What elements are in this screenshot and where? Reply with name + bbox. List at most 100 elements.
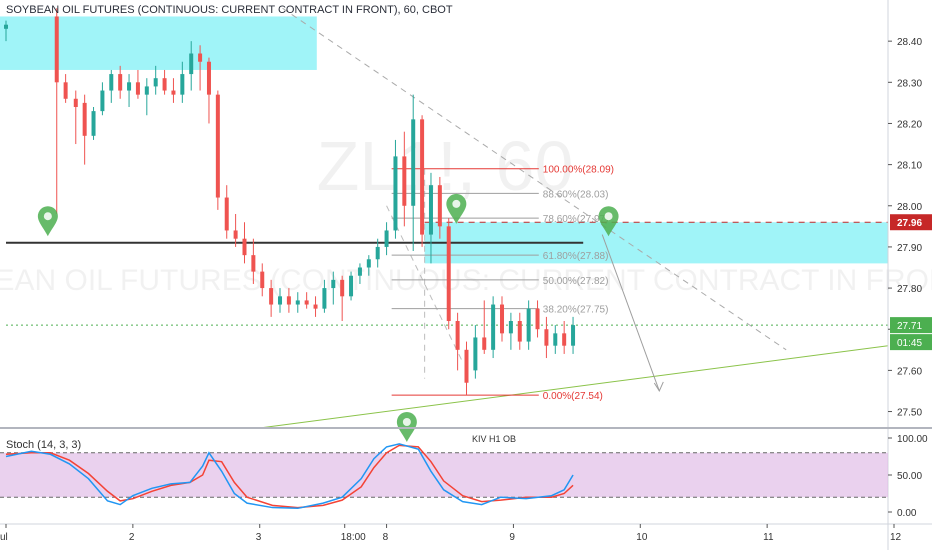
price-tick-label-2: 28.20 [897, 119, 922, 130]
candle-body-33 [340, 279, 345, 297]
stoch-annotation: KIV H1 OB [472, 434, 516, 444]
watermark-symbol: ZL1!, 60 [317, 127, 574, 205]
countdown-label: 01:45 [897, 338, 922, 349]
candle-body-18 [206, 61, 211, 95]
candle-body-17 [198, 53, 203, 62]
candle-body-54 [526, 308, 531, 342]
price-tick-label-1: 28.30 [897, 78, 922, 89]
candle-body-7 [109, 74, 114, 91]
candle-body-59 [571, 325, 576, 346]
time-label-5: 9 [509, 532, 515, 543]
candle-body-6 [100, 90, 105, 112]
fib-label-0: 100.00%(28.09) [543, 165, 614, 176]
candle-body-50 [491, 304, 496, 350]
candle-body-27 [286, 296, 291, 305]
time-label-3: 18:00 [341, 532, 366, 543]
candle-body-38 [384, 230, 389, 247]
candle-body-22 [242, 238, 247, 256]
candle-body-25 [269, 288, 274, 305]
candle-body-44 [437, 185, 442, 227]
forecast-arrow [601, 234, 660, 392]
candle-body-10 [135, 82, 140, 95]
candle-body-39 [393, 156, 398, 231]
candle-body-2 [63, 82, 68, 99]
marker-pin-dot-2 [604, 212, 613, 221]
candle-body-48 [473, 337, 478, 371]
candle-body-31 [322, 288, 327, 309]
candle-body-46 [455, 321, 460, 350]
candle-body-19 [215, 94, 220, 198]
candle-body-53 [517, 321, 522, 342]
price-tick-label-3: 28.10 [897, 161, 922, 172]
countdown-label-bg [890, 334, 932, 351]
candle-body-13 [162, 78, 167, 91]
marker-pin-1 [446, 193, 467, 224]
candle-body-11 [144, 86, 149, 95]
candle-body-30 [313, 304, 318, 309]
candle-body-32 [331, 279, 336, 289]
candle-body-56 [544, 329, 549, 346]
descending-trendline [282, 7, 787, 351]
candle-body-26 [278, 296, 283, 305]
stoch-tick-label-2: 0.00 [897, 508, 917, 519]
candle-body-29 [304, 300, 309, 305]
candle-body-35 [357, 267, 362, 276]
candle-body-42 [420, 119, 425, 235]
candle-body-5 [91, 111, 96, 136]
price-tick-label-5: 27.90 [897, 243, 922, 254]
candle-body-0 [4, 24, 8, 29]
candle-body-12 [153, 78, 158, 87]
price-tick-label-0: 28.40 [897, 37, 922, 48]
candle-body-23 [251, 255, 256, 272]
stoch-tick-label-1: 50.00 [897, 471, 922, 482]
level-price-label: 27.96 [897, 218, 922, 229]
fib-label-4: 50.00%(27.82) [543, 276, 609, 287]
candle-body-37 [375, 246, 380, 260]
marker-pin-dot-0 [43, 212, 52, 221]
candle-body-4 [82, 102, 87, 136]
candle-body-8 [118, 74, 123, 91]
candle-body-52 [508, 321, 513, 334]
last-price-label: 27.71 [897, 321, 922, 332]
marker-pin-0 [37, 206, 58, 237]
candle-body-45 [446, 226, 451, 321]
time-label-1: 2 [129, 532, 135, 543]
ascending-trendline [259, 345, 889, 429]
fib-label-2: 78.60%(27.97) [543, 214, 609, 225]
fib-label-3: 61.80%(27.88) [543, 251, 609, 262]
time-label-8: 12 [890, 532, 902, 543]
candle-body-40 [402, 156, 407, 206]
candle-body-34 [349, 275, 354, 297]
chart-title: SOYBEAN OIL FUTURES (CONTINUOUS: CURRENT… [6, 4, 453, 16]
candle-body-51 [500, 304, 505, 334]
candle-body-1 [54, 16, 59, 83]
candle-body-21 [233, 230, 238, 239]
stoch-tick-label-0: 100.00 [897, 434, 928, 445]
price-tick-label-9: 27.50 [897, 408, 922, 419]
time-label-6: 10 [636, 532, 648, 543]
fib-label-5: 38.20%(27.75) [543, 305, 609, 316]
price-tick-label-4: 28.00 [897, 202, 922, 213]
fib-label-1: 88.60%(28.03) [543, 189, 609, 200]
candle-body-36 [366, 259, 371, 268]
forecast-arrow-head [653, 381, 664, 393]
candle-body-16 [189, 53, 194, 75]
candle-body-49 [482, 337, 487, 350]
stoch-label: Stoch (14, 3, 3) [6, 439, 81, 451]
candle-body-9 [127, 82, 132, 91]
channel-dashed [386, 205, 464, 363]
time-label-7: 11 [763, 532, 774, 543]
candle-body-41 [411, 119, 416, 206]
marker-pin-2 [598, 206, 619, 237]
watermark-name: SOYBEAN OIL FUTURES (CONTINUOUS: CURRENT… [0, 264, 932, 297]
candle-body-3 [73, 98, 78, 107]
candle-body-47 [464, 349, 469, 383]
zone-0 [0, 16, 317, 70]
time-label-4: 8 [383, 532, 389, 543]
marker-pin-dot-1 [452, 199, 461, 208]
fib-label-6: 0.00%(27.54) [543, 391, 603, 402]
level-price-label-bg [890, 214, 932, 231]
stoch-d-line [5, 444, 574, 509]
